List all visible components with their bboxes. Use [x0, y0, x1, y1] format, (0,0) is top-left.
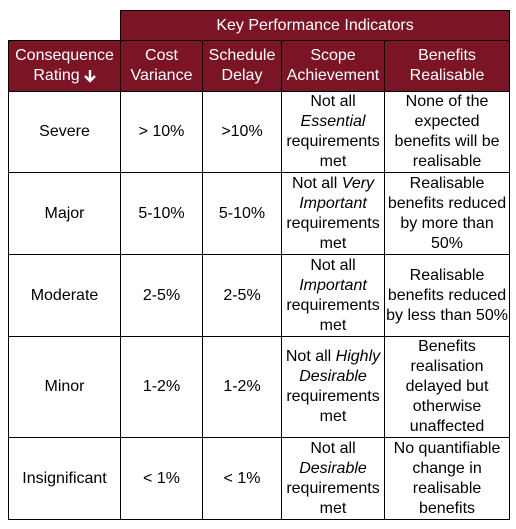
table-cell: None of the expected benefits will be re…	[383, 91, 511, 173]
cell-emphasis: Important	[299, 276, 367, 294]
table-row: Minor 1-2% 1-2% Not all Highly Desirable re…	[8, 336, 511, 438]
table-cell: Benefits realisation delayed but otherwi…	[383, 336, 511, 438]
cell-emphasis: Very Important	[299, 174, 375, 212]
sort-arrow	[83, 69, 96, 83]
table-cell: Moderate	[8, 254, 121, 337]
column-header: Benefits Realisable	[383, 40, 511, 92]
cell-emphasis: Highly Desirable	[299, 348, 381, 385]
table-row: Moderate 2-5% 2-5% Not all Important requir…	[8, 254, 511, 337]
column-header-text: Schedule Delay	[208, 47, 276, 84]
table-row: Major 5-10% 5-10% Not all Very Important re…	[8, 172, 511, 255]
table-cell: < 1%	[120, 437, 203, 520]
table-cell: 1-2%	[202, 336, 282, 438]
blank-cell	[8, 10, 121, 41]
cell-text: requirements met	[286, 214, 380, 252]
cell-text: requirements met	[286, 479, 380, 517]
cell-text: requirements met	[286, 296, 380, 334]
column-header: Schedule Delay	[202, 40, 282, 92]
table-cell: >10%	[202, 91, 282, 173]
cell-emphasis: Essential	[300, 113, 366, 130]
kpi-table: Key Performance Indicators Consequence R…	[8, 10, 511, 520]
table-cell: Not all Important requirements met	[281, 254, 385, 337]
column-header-text: Cost Variance	[130, 47, 193, 84]
table-cell: Insignificant	[8, 437, 121, 520]
group-header: Key Performance Indicators	[119, 10, 511, 41]
table-cell: Realisable benefits reduced by more than…	[383, 172, 511, 255]
cell-emphasis: Desirable	[299, 459, 367, 477]
table-row: Insignificant < 1% < 1% Not all Desirable r…	[8, 437, 511, 520]
cell-text: Not all	[310, 256, 356, 274]
column-header: Scope Achievement	[281, 40, 385, 92]
table-cell: Not all Highly Desirable requirements me…	[281, 336, 385, 438]
table-cell: Not all Essential requirements met	[281, 91, 385, 173]
cell-text: Not all	[291, 174, 338, 192]
table-cell: Major	[8, 172, 121, 255]
table-cell: 5-10%	[202, 172, 282, 255]
table-cell: Severe	[8, 91, 121, 173]
table-cell: 2-5%	[120, 254, 203, 337]
cell-text: Not all	[285, 348, 332, 365]
cell-text: requirements met	[286, 133, 380, 170]
cell-text: requirements met	[286, 388, 380, 425]
column-header: Cost Variance	[120, 40, 203, 92]
column-header: Consequence Rating	[8, 40, 121, 92]
table-cell: Not all Very Important requirements met	[281, 172, 385, 255]
table-cell: Minor	[8, 336, 121, 438]
cell-text: Not all	[310, 439, 356, 457]
table-cell: > 10%	[120, 91, 203, 173]
table-cell: No quantifiable change in realisable ben…	[383, 437, 511, 520]
table-cell: Not all Desirable requirements met	[281, 437, 385, 520]
table-cell: Realisable benefits reduced by less than…	[383, 254, 511, 337]
table-cell: 1-2%	[120, 336, 203, 438]
table-cell: 5-10%	[120, 172, 203, 255]
column-header-text: Consequence Rating	[15, 47, 114, 84]
column-header-text: Scope Achievement	[286, 47, 380, 84]
column-header-text: Benefits Realisable	[409, 47, 485, 84]
cell-text: Not all	[310, 93, 356, 110]
table-cell: < 1%	[202, 437, 282, 520]
table-row: Severe > 10% >10% Not all Essential require…	[8, 91, 511, 173]
table-cell: 2-5%	[202, 254, 282, 337]
